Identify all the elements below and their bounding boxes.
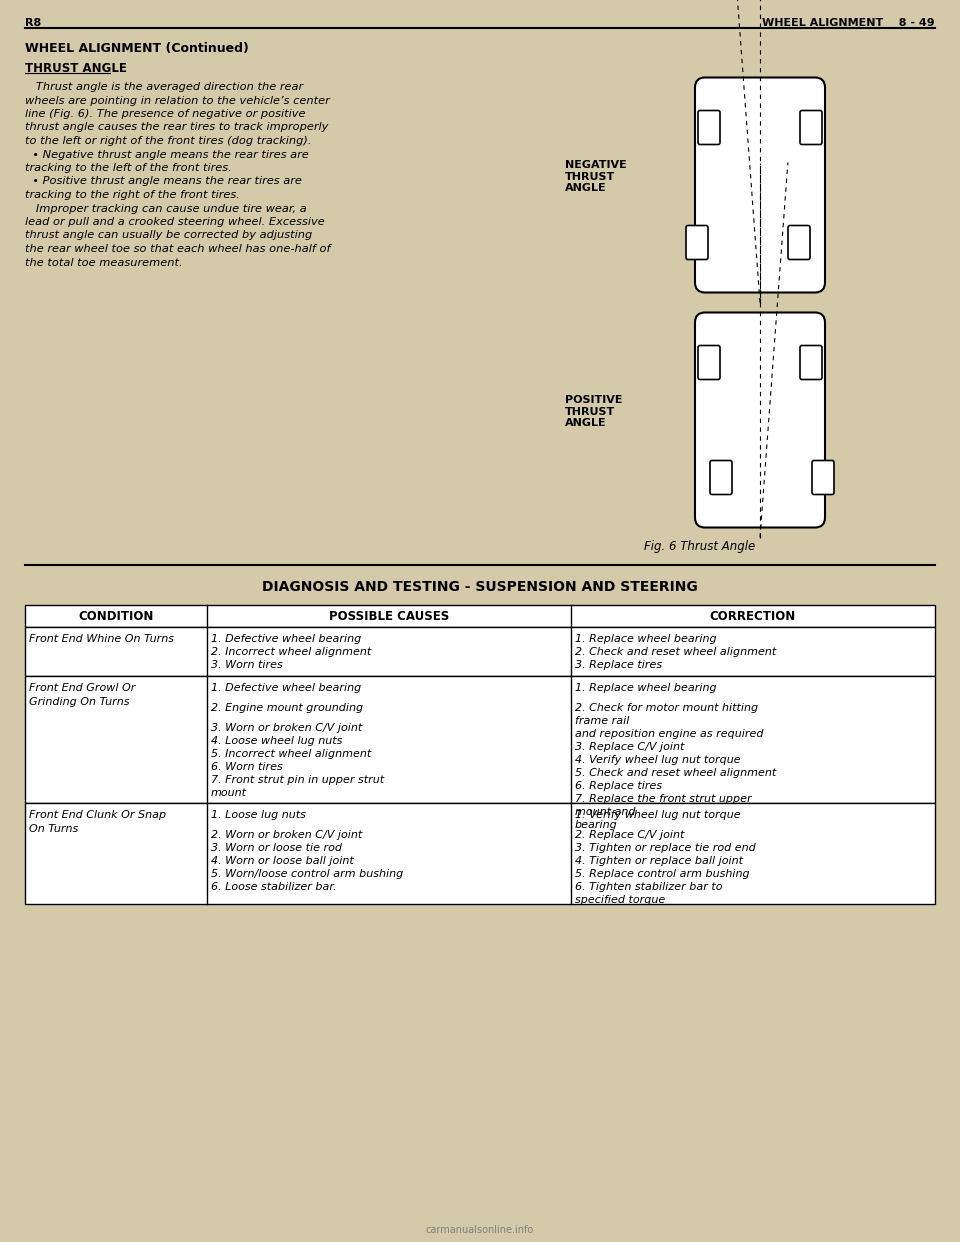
FancyBboxPatch shape [788,226,810,260]
Text: 2. Replace C/V joint: 2. Replace C/V joint [575,830,684,840]
Text: 7. Replace the front strut upper: 7. Replace the front strut upper [575,794,752,804]
Text: 3. Replace tires: 3. Replace tires [575,660,662,669]
Bar [25,676,935,804]
Text: 3. Worn tires: 3. Worn tires [211,660,283,669]
FancyBboxPatch shape [812,461,834,494]
Text: Front End Growl Or: Front End Growl Or [29,683,135,693]
Text: 7. Front strut pin in upper strut: 7. Front strut pin in upper strut [211,775,384,785]
Text: 4. Worn or loose ball joint: 4. Worn or loose ball joint [211,856,353,866]
Text: 3. Tighten or replace tie rod end: 3. Tighten or replace tie rod end [575,843,756,853]
Text: the rear wheel toe so that each wheel has one-half of: the rear wheel toe so that each wheel ha… [25,243,330,255]
Text: 6. Worn tires: 6. Worn tires [211,763,283,773]
Text: 2. Incorrect wheel alignment: 2. Incorrect wheel alignment [211,647,372,657]
Text: 5. Incorrect wheel alignment: 5. Incorrect wheel alignment [211,749,372,759]
FancyBboxPatch shape [695,313,825,528]
FancyBboxPatch shape [686,226,708,260]
FancyBboxPatch shape [800,345,822,380]
Text: lead or pull and a crooked steering wheel. Excessive: lead or pull and a crooked steering whee… [25,217,324,227]
Text: 1. Loose lug nuts: 1. Loose lug nuts [211,810,306,820]
Text: 1. Replace wheel bearing: 1. Replace wheel bearing [575,633,716,645]
Text: 4. Loose wheel lug nuts: 4. Loose wheel lug nuts [211,737,343,746]
Text: Front End Whine On Turns: Front End Whine On Turns [29,633,174,645]
Text: POSITIVE
THRUST
ANGLE: POSITIVE THRUST ANGLE [565,395,622,428]
Text: and reposition engine as required: and reposition engine as required [575,729,763,739]
Text: bearing: bearing [575,820,617,830]
Text: line (Fig. 6). The presence of negative or positive: line (Fig. 6). The presence of negative … [25,109,305,119]
Text: On Turns: On Turns [29,823,79,833]
Text: 2. Check for motor mount hitting: 2. Check for motor mount hitting [575,703,758,713]
Text: 1. Verify wheel lug nut torque: 1. Verify wheel lug nut torque [575,810,740,820]
FancyBboxPatch shape [698,345,720,380]
Text: tracking to the left of the front tires.: tracking to the left of the front tires. [25,163,231,173]
Text: 5. Worn/loose control arm bushing: 5. Worn/loose control arm bushing [211,869,403,879]
Text: Thrust angle is the averaged direction the rear: Thrust angle is the averaged direction t… [25,82,303,92]
Text: carmanualsonline.info: carmanualsonline.info [426,1225,534,1235]
Text: tracking to the right of the front tires.: tracking to the right of the front tires… [25,190,240,200]
Text: 6. Loose stabilizer bar.: 6. Loose stabilizer bar. [211,882,337,892]
Text: CONDITION: CONDITION [79,610,154,623]
Text: WHEEL ALIGNMENT (Continued): WHEEL ALIGNMENT (Continued) [25,42,249,55]
Text: 2. Check and reset wheel alignment: 2. Check and reset wheel alignment [575,647,777,657]
FancyBboxPatch shape [695,77,825,293]
Text: 5. Check and reset wheel alignment: 5. Check and reset wheel alignment [575,768,777,777]
FancyBboxPatch shape [698,111,720,144]
FancyBboxPatch shape [710,461,732,494]
Text: DIAGNOSIS AND TESTING - SUSPENSION AND STEERING: DIAGNOSIS AND TESTING - SUSPENSION AND S… [262,580,698,594]
Text: 4. Tighten or replace ball joint: 4. Tighten or replace ball joint [575,856,743,866]
Text: 1. Replace wheel bearing: 1. Replace wheel bearing [575,683,716,693]
Bar [25,627,935,676]
Text: • Positive thrust angle means the rear tires are: • Positive thrust angle means the rear t… [25,176,301,186]
Text: 6. Tighten stabilizer bar to: 6. Tighten stabilizer bar to [575,882,723,892]
Text: mount and: mount and [575,807,636,817]
FancyBboxPatch shape [800,111,822,144]
Text: Improper tracking can cause undue tire wear, a: Improper tracking can cause undue tire w… [25,204,307,214]
Text: the total toe measurement.: the total toe measurement. [25,257,182,267]
Text: 5. Replace control arm bushing: 5. Replace control arm bushing [575,869,750,879]
Text: WHEEL ALIGNMENT    8 - 49: WHEEL ALIGNMENT 8 - 49 [762,17,935,29]
Text: 3. Worn or loose tie rod: 3. Worn or loose tie rod [211,843,342,853]
Text: 1. Defective wheel bearing: 1. Defective wheel bearing [211,633,361,645]
Text: • Negative thrust angle means the rear tires are: • Negative thrust angle means the rear t… [25,149,309,159]
Text: R8: R8 [25,17,41,29]
Text: mount: mount [211,787,247,799]
Text: NEGATIVE
THRUST
ANGLE: NEGATIVE THRUST ANGLE [565,160,627,194]
Text: Grinding On Turns: Grinding On Turns [29,697,130,707]
Text: 6. Replace tires: 6. Replace tires [575,781,662,791]
Text: Front End Clunk Or Snap: Front End Clunk Or Snap [29,810,166,820]
Text: THRUST ANGLE: THRUST ANGLE [25,62,127,75]
Text: specified torque: specified torque [575,895,665,905]
Text: 3. Worn or broken C/V joint: 3. Worn or broken C/V joint [211,723,362,733]
Bar [25,605,935,627]
Text: wheels are pointing in relation to the vehicle’s center: wheels are pointing in relation to the v… [25,96,329,106]
Bar [25,804,935,904]
Text: 3. Replace C/V joint: 3. Replace C/V joint [575,741,684,751]
Text: 4. Verify wheel lug nut torque: 4. Verify wheel lug nut torque [575,755,740,765]
Text: 2. Engine mount grounding: 2. Engine mount grounding [211,703,363,713]
Text: 1. Defective wheel bearing: 1. Defective wheel bearing [211,683,361,693]
Text: 2. Worn or broken C/V joint: 2. Worn or broken C/V joint [211,830,362,840]
Text: thrust angle can usually be corrected by adjusting: thrust angle can usually be corrected by… [25,231,312,241]
Text: thrust angle causes the rear tires to track improperly: thrust angle causes the rear tires to tr… [25,123,328,133]
Text: frame rail: frame rail [575,715,630,727]
Text: CORRECTION: CORRECTION [709,610,796,623]
Text: Fig. 6 Thrust Angle: Fig. 6 Thrust Angle [644,540,756,553]
Text: POSSIBLE CAUSES: POSSIBLE CAUSES [329,610,449,623]
Text: to the left or right of the front tires (dog tracking).: to the left or right of the front tires … [25,137,311,147]
